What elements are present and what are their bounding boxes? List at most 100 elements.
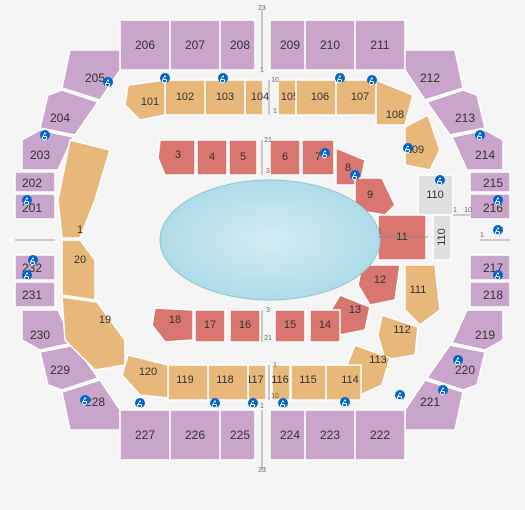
section-label-18: 18: [169, 314, 181, 326]
section-label-231: 231: [22, 288, 42, 302]
section-label-226: 226: [185, 428, 205, 442]
section-label-6: 6: [282, 151, 288, 163]
section-20[interactable]: [62, 240, 95, 300]
section-label-3: 3: [175, 149, 181, 161]
section-label-101: 101: [141, 96, 159, 108]
accessible-icon: [320, 148, 330, 158]
section-label-214: 214: [475, 148, 495, 162]
section-label-116: 116: [271, 374, 289, 386]
section-label-213: 213: [455, 111, 475, 125]
section-label-207: 207: [185, 38, 205, 52]
section-109[interactable]: [405, 115, 440, 170]
section-label-106: 106: [311, 91, 329, 103]
section-label-204: 204: [50, 111, 70, 125]
aisle-row-label: 23: [258, 5, 266, 12]
section-label-110: 110: [436, 228, 448, 246]
section-label-20: 20: [74, 254, 86, 266]
accessible-icon: [350, 170, 360, 180]
section-label-230: 230: [30, 328, 50, 342]
section-label-108: 108: [386, 109, 404, 121]
aisle-row-label: 1: [260, 403, 264, 410]
section-label-8: 8: [345, 162, 351, 174]
arena-seating-chart: 2062072082092102112052122042132032142022…: [0, 0, 525, 510]
section-label-115: 115: [299, 374, 317, 386]
aisle-row-label: 10: [271, 393, 279, 400]
section-label-205: 205: [85, 71, 105, 85]
accessible-icon: [493, 195, 503, 205]
aisle-row-label: 10: [464, 207, 472, 214]
section-label-202: 202: [22, 176, 42, 190]
section-label-227: 227: [135, 428, 155, 442]
accessible-icon: [80, 395, 90, 405]
section-label-102: 102: [176, 91, 194, 103]
section-label-107: 107: [351, 91, 369, 103]
section-label-113: 113: [369, 354, 387, 366]
accessible-icon: [22, 195, 32, 205]
section-label-219: 219: [475, 328, 495, 342]
section-label-225: 225: [230, 428, 250, 442]
accessible-icon: [248, 398, 258, 408]
aisle-row-label: 1: [453, 207, 457, 214]
section-label-16: 16: [239, 319, 251, 331]
section-label-218: 218: [483, 288, 503, 302]
aisle-row-label: 21: [264, 137, 272, 144]
aisle-row-label: 21: [264, 335, 272, 342]
accessible-icon: [210, 398, 220, 408]
accessible-icon: [28, 255, 38, 265]
accessible-icon: [435, 175, 445, 185]
section-label-15: 15: [284, 319, 296, 331]
accessible-icon: [493, 270, 503, 280]
section-label-4: 4: [209, 151, 215, 163]
section-label-112: 112: [393, 324, 411, 336]
section-label-211: 211: [370, 38, 389, 52]
section-label-14: 14: [319, 319, 331, 331]
aisle-row-label: 3: [266, 168, 270, 175]
section-label-103: 103: [216, 91, 234, 103]
accessible-icon: [218, 73, 228, 83]
accessible-icon: [367, 75, 377, 85]
section-label-104: 104: [251, 91, 269, 103]
section-label-222: 222: [370, 428, 390, 442]
section-label-221: 221: [420, 395, 440, 409]
section-label-206: 206: [135, 38, 155, 52]
aisle-row-label: 1: [480, 232, 484, 239]
aisle-row-label: 23: [258, 467, 266, 474]
aisle-row-label: 1: [378, 229, 382, 236]
section-1[interactable]: [58, 140, 110, 238]
accessible-icon: [135, 398, 145, 408]
section-label-119: 119: [176, 374, 194, 386]
section-label-13: 13: [349, 304, 361, 316]
section-label-210: 210: [320, 38, 340, 52]
aisle-row-label: 1: [273, 108, 277, 115]
section-label-117: 117: [246, 374, 264, 386]
accessible-icon: [340, 397, 350, 407]
section-label-9: 9: [367, 189, 373, 201]
section-label-111: 111: [410, 284, 427, 296]
accessible-icon: [278, 398, 288, 408]
section-label-215: 215: [483, 176, 503, 190]
accessible-icon: [22, 270, 32, 280]
aisle-row-label: 3: [266, 307, 270, 314]
accessible-icon: [403, 143, 413, 153]
section-label-19: 19: [99, 314, 111, 326]
ice-rink: [160, 180, 380, 300]
accessible-icon: [438, 385, 448, 395]
section-label-203: 203: [30, 148, 50, 162]
accessible-icon: [103, 77, 113, 87]
section-label-208: 208: [230, 38, 250, 52]
accessible-icon: [160, 73, 170, 83]
accessible-icon: [395, 390, 405, 400]
accessible-icon: [453, 355, 463, 365]
accessible-icon: [40, 130, 50, 140]
accessible-icon: [493, 225, 503, 235]
section-label-212: 212: [420, 71, 440, 85]
accessible-icon: [335, 73, 345, 83]
section-label-12: 12: [374, 274, 386, 286]
section-label-209: 209: [280, 38, 300, 52]
section-label-110: 110: [426, 189, 444, 201]
section-label-1: 1: [77, 224, 83, 236]
section-label-223: 223: [320, 428, 340, 442]
section-label-224: 224: [280, 428, 300, 442]
section-label-114: 114: [341, 374, 359, 386]
section-label-5: 5: [240, 151, 246, 163]
